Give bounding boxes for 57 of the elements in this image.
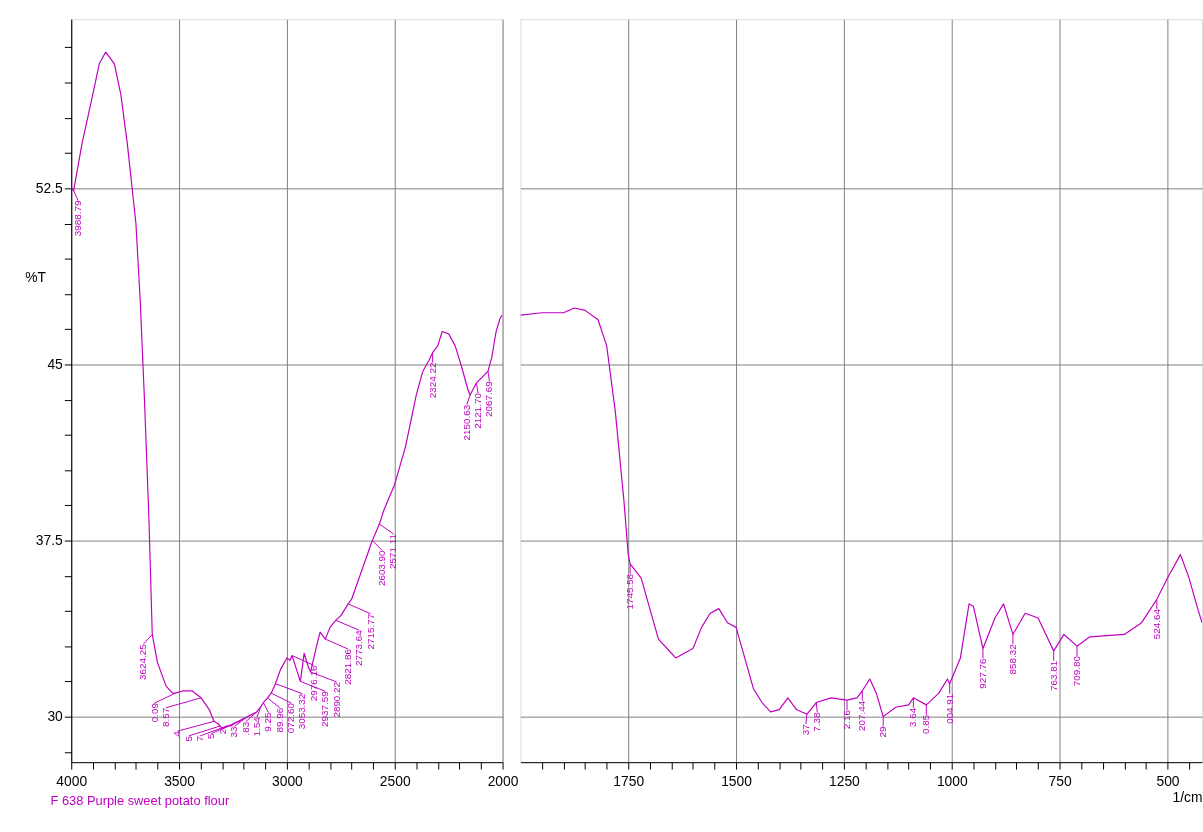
annotation: 1.54 [250, 716, 262, 737]
annotation: 3624.25 [137, 643, 149, 681]
y-tick-label: 37.5 [35, 531, 64, 548]
annotation: 8.57 [159, 707, 171, 727]
annotation: 1745.58 [624, 573, 636, 610]
y-axis-title: %T [25, 268, 47, 285]
x-tick-label: 3000 [271, 773, 304, 790]
x-tick-label: 2000 [487, 773, 519, 790]
x-tick-label: 750 [1048, 773, 1072, 790]
x-tick-label: 2500 [379, 773, 411, 790]
annotation: 927.76 [976, 657, 988, 689]
x-tick-label: 500 [1156, 773, 1180, 790]
annotation: 207.44 [856, 700, 868, 731]
annotation: 3.64 [907, 707, 919, 727]
y-tick-label: 45 [47, 355, 64, 372]
annotation: 29 [877, 726, 889, 738]
annotation: 763.81 [1047, 660, 1059, 691]
annotation: 0.85 [920, 714, 932, 735]
annotation: 2976.16 [307, 664, 319, 702]
annotation: 2937.59 [319, 690, 331, 727]
annotation: 2121.70 [472, 392, 484, 429]
annotation: 2821.86 [341, 648, 353, 685]
y-tick-label: 52.5 [35, 179, 64, 196]
annotation: 37 [799, 724, 811, 736]
x-tick-label: 1000 [936, 773, 968, 790]
annotation: 2.16 [840, 709, 852, 730]
annotation: 2324.22 [426, 362, 438, 399]
x-tick-label: 1500 [721, 773, 753, 790]
annotation: 858.32 [1006, 644, 1018, 675]
x-tick-label: 3500 [164, 773, 196, 790]
annotation: 072.60 [285, 702, 297, 734]
text: F 638 Purple sweet potato flour [50, 792, 230, 808]
annotation: 2571.11 [387, 533, 399, 569]
annotation: 2067.69 [483, 380, 495, 418]
annotation: 2715.77 [364, 613, 376, 650]
x-tick-label: 1750 [613, 773, 645, 790]
annotation: 709.80 [1070, 655, 1082, 687]
annotation: 7.38 [811, 711, 823, 732]
annotation: 2603.90 [376, 549, 388, 587]
annotation: 2890.22 [330, 681, 342, 718]
annotation: 2773.64 [353, 629, 365, 666]
annotation: 5 [182, 735, 194, 742]
annotation: 0.09 [148, 702, 160, 723]
annotation: 3988.79 [72, 200, 84, 237]
x-tick-label: 1250 [829, 773, 861, 790]
annotation: 524.64 [1150, 608, 1162, 640]
y-tick-label: 30 [47, 708, 64, 725]
annotation: 004.91 [943, 693, 955, 724]
annotation: 9.25 [262, 711, 274, 732]
annotation: 7 [194, 735, 206, 742]
x-tick-label: 4000 [56, 773, 88, 790]
annotation: 5 [205, 733, 217, 740]
annotation: 3053.32 [296, 693, 308, 730]
x-axis-title: 1/cm [1172, 789, 1203, 806]
annotation: .4 [171, 730, 183, 740]
annotation: 2150.63 [460, 404, 472, 441]
annotation: 89.96 [273, 707, 285, 733]
